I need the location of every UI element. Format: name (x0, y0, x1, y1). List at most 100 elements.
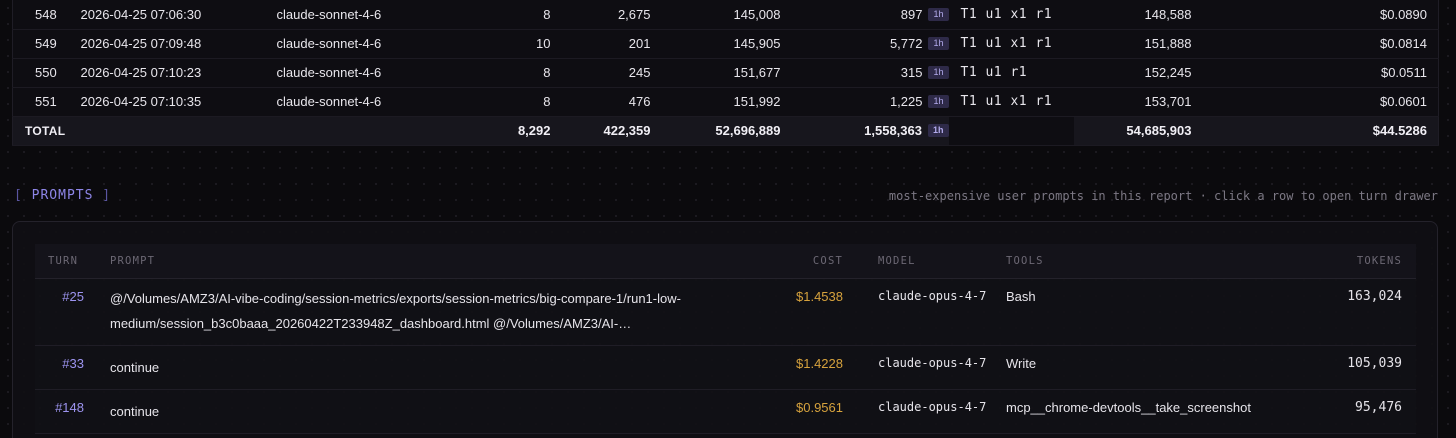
prompt-cost: $1.4538 (796, 288, 843, 304)
turns-table: 548 2026-04-25 07:06:30 claude-sonnet-4-… (12, 0, 1439, 146)
prompt-tokens: 105,039 (1347, 355, 1402, 371)
turn-cost: $0.0601 (1191, 87, 1439, 117)
col-header-model: MODEL (847, 244, 1006, 279)
prompt-tools: Write (1006, 355, 1037, 371)
cache-ttl-badge: 1h (928, 37, 949, 51)
turn-cache-read: 145,008 (650, 0, 781, 30)
prompt-model-cell: claude-opus-4-7 (847, 345, 1006, 390)
turn-cache-read: 151,992 (650, 87, 781, 117)
prompts-header-row: TURN PROMPT COST MODEL TOOLS TOKENS (35, 244, 1416, 279)
bracket-close: ] (102, 188, 112, 203)
total-cache-read: 52,696,889 (650, 116, 781, 146)
turn-calls: 8 (447, 0, 551, 30)
prompt-row[interactable]: #33 continue $1.4228 claude-opus-4-7 Wri… (35, 345, 1416, 390)
prompt-turn-link[interactable]: #148 (35, 389, 110, 434)
prompt-text: continue (110, 359, 160, 375)
prompt-turn-link[interactable]: #25 (35, 278, 110, 346)
prompt-text-cell: continue (110, 389, 750, 434)
turn-cache-write-value: 1,225 (889, 93, 923, 109)
turn-timestamp: 2026-04-25 07:09:48 (72, 29, 273, 59)
turn-cost: $0.0890 (1191, 0, 1439, 30)
prompt-turn-link[interactable]: #33 (35, 345, 110, 390)
turn-cache-write: 5,772 1h (780, 29, 949, 59)
turn-calls: 10 (447, 29, 551, 59)
total-calls: 8,292 (447, 116, 551, 146)
prompt-text-cell: @/Volumes/AMZ3/AI-vibe-coding/session-me… (110, 278, 750, 346)
prompt-turn-label: #148 (55, 399, 84, 415)
turn-cache-write: 1,225 1h (780, 87, 949, 117)
turn-cache-write-value: 897 (900, 6, 923, 22)
turn-cache-write-value: 5,772 (889, 35, 923, 51)
prompt-text-cell: continue (110, 345, 750, 390)
turn-output: 2,675 (550, 0, 651, 30)
prompt-model-cell: claude-opus-4-7 (847, 278, 1006, 346)
turn-output: 201 (550, 29, 651, 59)
turn-total: 151,888 (1073, 29, 1192, 59)
prompt-tokens: 163,024 (1347, 288, 1402, 304)
turn-timestamp: 2026-04-25 07:10:23 (72, 58, 273, 88)
turn-model: claude-sonnet-4-6 (272, 29, 448, 59)
prompt-model: claude-opus-4-7 (878, 355, 987, 370)
prompt-tools-cell: Write (1006, 345, 1276, 390)
total-cache-write-value: 1,558,363 (864, 122, 922, 138)
turn-cache-read: 151,677 (650, 58, 781, 88)
total-row: TOTAL 8,292 422,359 52,696,889 1,558,363… (12, 116, 1439, 146)
turn-index: 550 (12, 58, 73, 88)
col-header-prompt: PROMPT (110, 244, 750, 279)
prompt-text: continue (110, 403, 160, 419)
prompt-tools-cell: mcp__chrome-devtools__take_screenshot (1006, 389, 1276, 434)
turn-row[interactable]: 550 2026-04-25 07:10:23 claude-sonnet-4-… (12, 58, 1439, 88)
turn-cache-write-value: 315 (900, 64, 923, 80)
prompt-row[interactable]: #148 continue $0.9561 claude-opus-4-7 mc… (35, 389, 1416, 434)
turn-model: claude-sonnet-4-6 (272, 0, 448, 30)
turn-row[interactable]: 551 2026-04-25 07:10:35 claude-sonnet-4-… (12, 87, 1439, 117)
turn-total: 153,701 (1073, 87, 1192, 117)
turn-row[interactable]: 548 2026-04-25 07:06:30 claude-sonnet-4-… (12, 0, 1439, 30)
cache-ttl-badge: 1h (928, 95, 949, 109)
col-header-tools: TOOLS (1006, 244, 1276, 279)
prompt-tools-cell: Bash (1006, 278, 1276, 346)
turn-cache-write: 897 1h (780, 0, 949, 30)
turn-flags: T1 u1 r1 (948, 58, 1074, 88)
prompt-tokens-cell: 163,024 (1276, 278, 1416, 346)
turn-cache-read: 145,905 (650, 29, 781, 59)
total-output: 422,359 (550, 116, 651, 146)
turn-flags: T1 u1 x1 r1 (948, 87, 1074, 117)
turn-output: 245 (550, 58, 651, 88)
turn-flags: T1 u1 x1 r1 (948, 0, 1074, 30)
prompt-tools: mcp__chrome-devtools__take_screenshot (1006, 399, 1251, 415)
turn-total: 148,588 (1073, 0, 1192, 30)
turn-model: claude-sonnet-4-6 (272, 87, 448, 117)
prompt-model-cell: claude-opus-4-7 (847, 389, 1006, 434)
bracket-open: [ (14, 188, 23, 203)
prompt-model: claude-opus-4-7 (878, 399, 987, 414)
turn-timestamp: 2026-04-25 07:10:35 (72, 87, 273, 117)
prompt-text: @/Volumes/AMZ3/AI-vibe-coding/session-me… (110, 290, 681, 331)
prompt-turn-label: #25 (62, 288, 84, 304)
prompt-turn-label: #33 (62, 355, 84, 371)
prompt-cost: $0.9561 (796, 399, 843, 415)
cache-ttl-badge: 1h (928, 66, 949, 80)
prompt-cost-cell: $1.4538 (750, 278, 847, 346)
col-header-cost: COST (750, 244, 847, 279)
total-flags-empty (948, 116, 1074, 146)
turn-index: 548 (12, 0, 73, 30)
turn-calls: 8 (447, 87, 551, 117)
cache-ttl-badge: 1h (927, 124, 949, 138)
cache-ttl-badge: 1h (928, 7, 949, 21)
turn-cost: $0.0814 (1191, 29, 1439, 59)
prompt-cost-cell: $0.9561 (750, 389, 847, 434)
total-cache-write: 1,558,363 1h (780, 116, 949, 146)
turn-row[interactable]: 549 2026-04-25 07:09:48 claude-sonnet-4-… (12, 29, 1439, 59)
prompt-row[interactable]: #25 @/Volumes/AMZ3/AI-vibe-coding/sessio… (35, 278, 1416, 346)
turn-index: 551 (12, 87, 73, 117)
prompts-table: TURN PROMPT COST MODEL TOOLS TOKENS #25 … (35, 244, 1416, 434)
total-label: TOTAL (12, 116, 448, 146)
prompts-panel: TURN PROMPT COST MODEL TOOLS TOKENS #25 … (12, 221, 1438, 438)
total-tokens: 54,685,903 (1073, 116, 1192, 146)
prompt-cost-cell: $1.4228 (750, 345, 847, 390)
prompt-tools: Bash (1006, 288, 1036, 304)
turn-timestamp: 2026-04-25 07:06:30 (72, 0, 273, 30)
turn-model: claude-sonnet-4-6 (272, 58, 448, 88)
turn-flags: T1 u1 x1 r1 (948, 29, 1074, 59)
